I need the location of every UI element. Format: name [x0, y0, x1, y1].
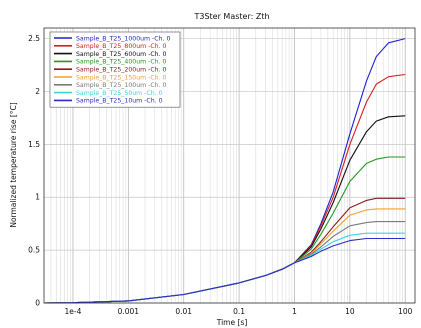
x-tick-label: 0.1 — [233, 307, 245, 316]
series-lines — [43, 38, 406, 304]
legend: Sample_B_T25_1000um -Ch. 0Sample_B_T25_8… — [49, 31, 181, 108]
y-axis-label: Normalized temperature rise [°C] — [9, 102, 18, 227]
x-tick-label: 0.01 — [175, 307, 192, 316]
series-line-2 — [43, 73, 406, 304]
series-line-5 — [43, 197, 406, 304]
y-tick-label: 2 — [35, 87, 40, 96]
x-tick-label: 1e-4 — [65, 307, 82, 316]
y-tick-label: 1 — [35, 193, 40, 202]
y-tick-labels: 0 0.5 1 1.5 2 2.5 — [28, 34, 40, 307]
series-line-3 — [43, 115, 406, 304]
legend-label: Sample_B_T25_10um -Ch. 0 — [76, 98, 163, 105]
x-axis-label: Time [s] — [216, 318, 248, 327]
legend-label: Sample_B_T25_200um -Ch. 0 — [76, 67, 167, 74]
x-tick-label: 1 — [292, 307, 297, 316]
series-line-8 — [43, 232, 406, 304]
x-tick-label: 0.001 — [118, 307, 140, 316]
legend-label: Sample_B_T25_800um -Ch. 0 — [76, 43, 167, 50]
y-tick-label: 0.5 — [28, 246, 40, 255]
legend-label: Sample_B_T25_150um -Ch. 0 — [76, 74, 167, 81]
series-line-9 — [43, 237, 406, 304]
legend-label: Sample_B_T25_50um -Ch. 0 — [76, 90, 163, 97]
plot-frame — [43, 27, 416, 304]
legend-label: Sample_B_T25_400um -Ch. 0 — [76, 59, 167, 66]
chart-title: T3Ster Master: Zth — [193, 12, 269, 21]
y-tick-label: 2.5 — [28, 34, 40, 43]
legend-label: Sample_B_T25_600um -Ch. 0 — [76, 51, 167, 58]
y-tick-label: 1.5 — [28, 140, 40, 149]
series-line-4 — [43, 156, 406, 304]
x-tick-labels: 1e-4 0.001 0.01 0.1 1 10 100 — [65, 307, 413, 316]
y-tick-label: 0 — [35, 299, 40, 308]
legend-label: Sample_B_T25_1000um -Ch. 0 — [76, 35, 170, 42]
legend-label: Sample_B_T25_100um -Ch. 0 — [76, 82, 167, 89]
x-tick-label: 10 — [345, 307, 355, 316]
series-line-6 — [43, 208, 406, 304]
x-tick-label: 100 — [398, 307, 413, 316]
series-line-7 — [43, 221, 406, 304]
